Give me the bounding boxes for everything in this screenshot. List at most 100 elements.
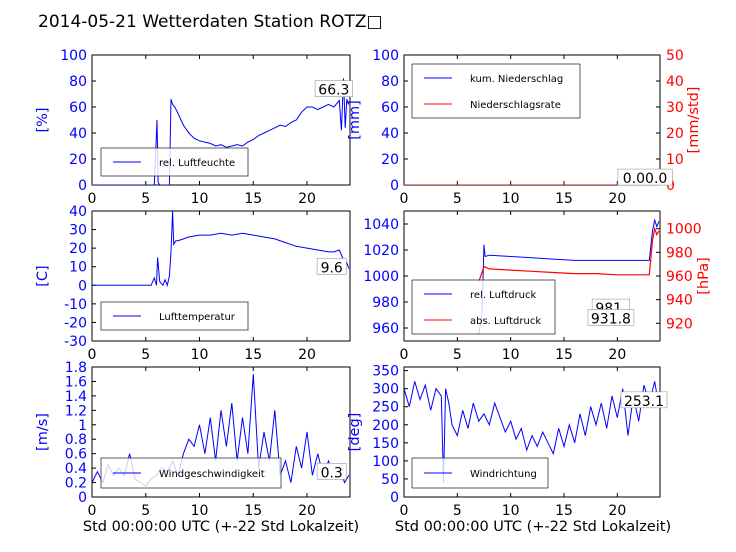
y-tick-label: 980 [372,295,399,311]
y-tick-label: 80 [381,74,399,90]
y-tick-label: 40 [69,204,87,220]
x-tick-label: 10 [502,191,520,207]
series-line-humidity-0 [92,78,349,185]
legend-label: Windgeschwindigkeit [159,469,265,480]
series-line-winddir-0 [404,381,660,483]
x-tick-label: 10 [502,347,520,363]
y-axis-label: [mm] [347,100,363,140]
y-tick-label: 0 [390,490,399,506]
series-group [478,218,660,335]
x-axis-label-left: Std 00:00:00 UTC (+-22 Std Lokalzeit) [83,519,359,535]
y-tick-label: -30 [64,334,87,350]
y-tick-label: 1.6 [65,374,87,390]
x-tick-label: 5 [141,191,150,207]
y2-tick-label: 920 [666,316,693,332]
y-tick-label: 40 [381,126,399,142]
y-tick-label: 0 [78,178,87,194]
legend-humidity: rel. Luftfeuchte [100,147,249,177]
y-tick-label: 0.2 [65,476,87,492]
panel-humidity: 0 5 10 15 20 0 20 40 60 80 100 [%] rel. Luftfeuchte 6… [35,48,353,207]
y-tick-label: 60 [69,100,87,116]
y-tick-label: 200 [372,418,399,434]
y-tick-label: 1.2 [65,403,87,419]
x-tick-label: 0 [400,191,409,207]
y-tick-label: 20 [381,152,399,168]
x-axis-label-right: Std 00:00:00 UTC (+-22 Std Lokalzeit) [395,519,671,535]
legend-label: Niederschlagsrate [470,100,561,111]
annotation-box [620,391,668,409]
legend-precip: kum. Niederschlag Niederschlagsrate [411,63,581,119]
legend-box [411,279,556,335]
x-tick-label: 10 [191,503,209,519]
y2-tick-label: 30 [666,100,684,116]
y-tick-label: 30 [69,223,87,239]
x-tick-label: 20 [608,347,626,363]
series-line-temperature-0 [92,211,350,287]
y2-tick-label: 10 [666,152,684,168]
y-tick-label: 1.4 [65,389,87,405]
y-tick-label: -20 [64,315,87,331]
series-group [92,78,349,185]
legend-temperature: Lufttemperatur [100,301,249,331]
y-tick-label: 80 [69,74,87,90]
legend-label: rel. Luftdruck [470,290,536,301]
legend-label: Windrichtung [470,469,537,480]
panel-temperature: 0 5 10 15 20 -30 -20 -10 0 10 20 30 40 [C] Lufttempera… [35,204,351,363]
x-tick-label: 15 [555,347,573,363]
legend-label: abs. Luftdruck [470,316,541,327]
x-tick-label: 0 [88,191,97,207]
annotation-text: 0.00.0 [623,171,668,187]
legend-label: kum. Niederschlag [470,74,563,85]
y2-tick-label: 20 [666,126,684,142]
y-tick-label: 1.8 [65,360,87,376]
y-tick-label: 20 [69,241,87,257]
y-tick-label: 0 [78,278,87,294]
legend-box [411,63,581,119]
y-axis-label: [m/s] [35,413,51,451]
y2-tick-label: 1000 [666,222,702,238]
series-line-pressure-0 [478,218,660,335]
y-tick-label: 10 [69,260,87,276]
y-tick-label: 1000 [363,269,399,285]
x-tick-label: 10 [502,503,520,519]
x-tick-label: 15 [244,191,262,207]
annotation-text: 9.6 [321,260,343,276]
x-tick-label: 5 [453,503,462,519]
x-tick-label: 5 [141,503,150,519]
y-tick-label: 100 [60,48,87,64]
y-tick-label: 350 [372,364,399,380]
y-tick-label: 150 [372,436,399,452]
annotation-box [316,258,347,275]
x-tick-label: 5 [141,347,150,363]
y-tick-label: 1 [78,418,87,434]
panel-pressure: 0 5 10 15 20 960 980 1000 1020 1040 920 940 960 980 10… [363,210,712,363]
y2-tick-label: 0 [666,178,675,194]
series-group [92,211,350,287]
annotation-text: 0.3 [321,465,343,481]
x-tick-label: 10 [191,191,209,207]
y2-tick-label: 50 [666,48,684,64]
x-tick-label: 20 [298,191,316,207]
x-tick-label: 20 [608,503,626,519]
annotation-box [316,463,347,480]
y2-tick-label: 40 [666,74,684,90]
annotation-text: 931.8 [591,312,631,328]
panel-winddir: 0 5 10 15 20050100150200250300350[deg]Windri… [347,364,668,519]
x-tick-label: 15 [555,191,573,207]
y-tick-label: 1020 [363,243,399,259]
x-tick-label: 0 [88,503,97,519]
annotation-box [314,80,353,97]
legend-windspeed: Windgeschwindigkeit [100,457,282,489]
annotation-box [587,309,635,326]
y-axis-label: [deg] [347,413,363,452]
x-tick-label: 10 [191,347,209,363]
legend-label: Lufttemperatur [159,312,236,323]
x-tick-label: 15 [244,503,262,519]
x-tick-label: 15 [244,347,262,363]
panel-windspeed: 0 5 10 15 20 00.20.40.60.811.21.41.61.8 [m/s] W… [35,360,351,519]
legend-pressure: rel. Luftdruck abs. Luftdruck [411,279,556,335]
y-tick-label: 250 [372,400,399,416]
x-tick-label: 20 [298,503,316,519]
y-tick-label: 40 [69,126,87,142]
